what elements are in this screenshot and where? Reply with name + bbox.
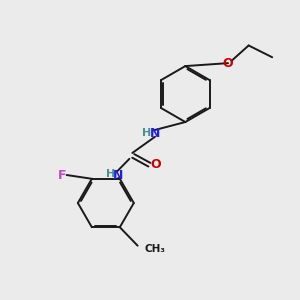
Text: N: N — [113, 169, 123, 182]
Text: F: F — [58, 169, 67, 182]
Text: N: N — [150, 127, 160, 140]
Text: O: O — [150, 158, 160, 171]
Text: H: H — [106, 169, 115, 179]
Text: CH₃: CH₃ — [145, 244, 166, 254]
Text: H: H — [142, 128, 152, 138]
Text: O: O — [223, 57, 233, 70]
